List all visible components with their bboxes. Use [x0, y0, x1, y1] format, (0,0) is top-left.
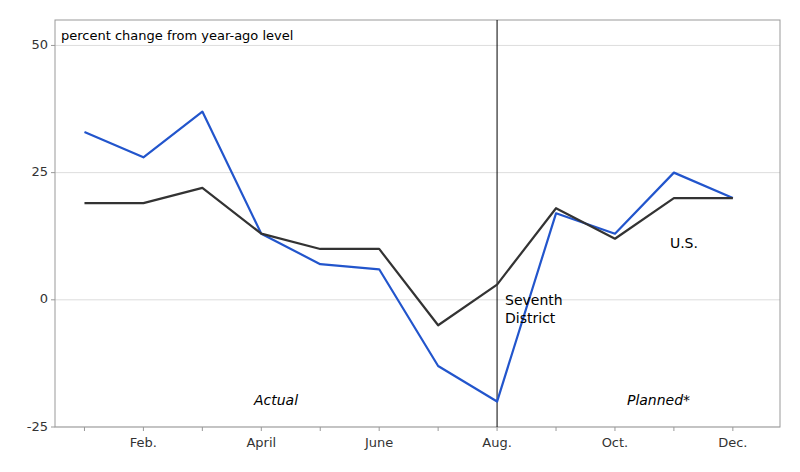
x-tick-label: Feb.	[130, 435, 157, 450]
annotation: Actual	[253, 392, 298, 408]
x-tick	[556, 427, 557, 431]
y-tick	[51, 172, 55, 173]
plot-area	[84, 20, 732, 427]
x-tick	[320, 427, 321, 431]
x-tick-label: April	[246, 435, 276, 450]
annotation: percent change from year-ago level	[61, 28, 293, 43]
x-tick	[202, 427, 203, 431]
annotation: Planned*	[627, 392, 690, 408]
y-tick	[51, 45, 55, 46]
divider-line	[497, 20, 498, 427]
x-tick-label: Dec.	[718, 435, 747, 450]
x-tick	[673, 427, 674, 431]
x-tick	[379, 427, 380, 431]
y-tick-label: 0	[40, 291, 48, 306]
grid-line	[55, 172, 780, 173]
x-tick	[614, 427, 615, 431]
y-tick	[51, 299, 55, 300]
x-tick	[261, 427, 262, 431]
chart: -25 0 25 50 Feb. April June Aug. Oct. Dec. percent…	[0, 0, 800, 472]
series-label: SeventhDistrict	[505, 292, 563, 326]
x-tick-label: Aug.	[482, 435, 512, 450]
y-tick-label: -25	[27, 419, 48, 434]
y-tick-label: 25	[31, 164, 48, 179]
x-tick	[143, 427, 144, 431]
grid-line	[55, 45, 780, 46]
series-line	[84, 188, 732, 325]
series-line	[84, 112, 732, 402]
x-tick-label: Oct.	[602, 435, 629, 450]
series-label: U.S.	[670, 235, 698, 251]
x-tick-label: June	[364, 435, 393, 450]
x-tick	[438, 427, 439, 431]
x-tick	[732, 427, 733, 431]
y-tick-label: 50	[31, 37, 48, 52]
y-tick	[51, 427, 55, 428]
x-tick	[84, 427, 85, 431]
plot-frame	[55, 20, 780, 427]
x-tick	[497, 427, 498, 431]
